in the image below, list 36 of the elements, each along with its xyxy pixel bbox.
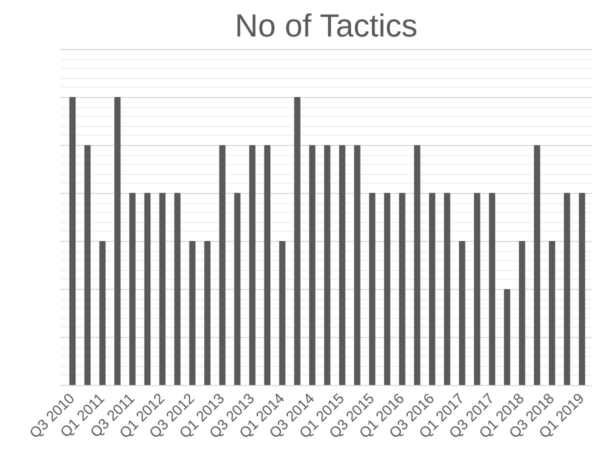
bar <box>189 240 196 386</box>
bar <box>474 192 480 386</box>
bar <box>548 240 556 386</box>
bar <box>414 145 420 386</box>
bar <box>339 145 346 386</box>
bar <box>84 145 91 386</box>
bar <box>234 192 240 386</box>
bar <box>444 192 450 386</box>
bar <box>578 192 586 386</box>
bar <box>174 192 181 386</box>
bar <box>504 289 510 386</box>
bar <box>294 96 300 386</box>
bar <box>69 96 76 386</box>
chart-title: No of Tactics <box>234 8 418 44</box>
bar <box>204 240 210 386</box>
bar <box>99 240 106 386</box>
bar <box>309 145 316 386</box>
bar <box>159 192 166 386</box>
bar <box>129 192 136 386</box>
bar <box>429 192 436 386</box>
bar <box>219 145 226 386</box>
bar <box>354 145 360 386</box>
bar <box>249 145 256 386</box>
bar <box>324 145 330 386</box>
bar <box>518 240 526 386</box>
bar <box>564 192 570 386</box>
bar <box>384 192 390 386</box>
bar <box>144 192 151 386</box>
bar <box>534 145 540 386</box>
bar <box>399 192 406 386</box>
bar <box>264 145 270 386</box>
bar <box>459 240 466 386</box>
bar <box>114 96 121 386</box>
bar <box>488 192 496 386</box>
bar <box>279 240 286 386</box>
bar <box>369 192 376 386</box>
